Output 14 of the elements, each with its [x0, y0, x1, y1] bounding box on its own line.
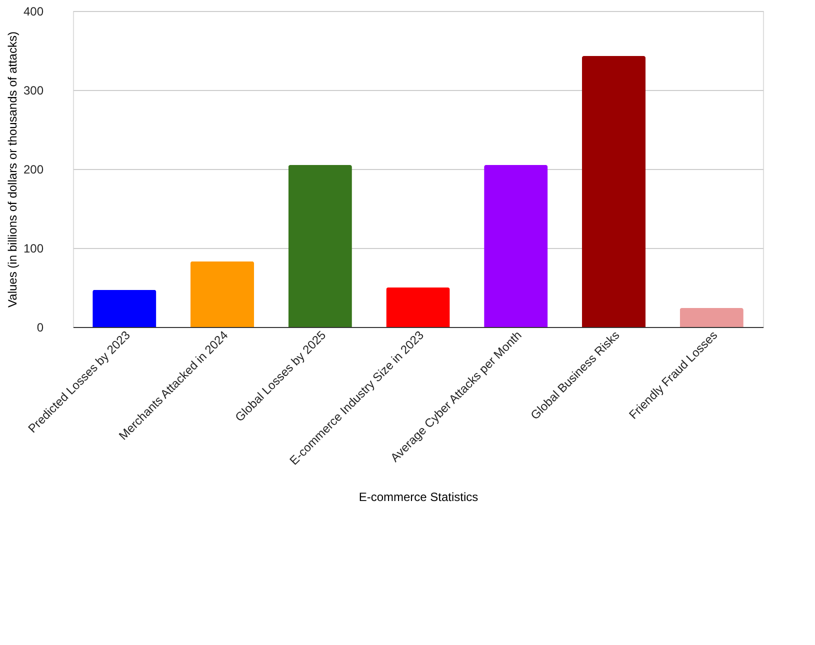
y-tick-label: 200 — [23, 162, 44, 176]
y-axis-title: Values (in billions of dollars or thousands of attacks) — [5, 32, 20, 308]
bar — [484, 165, 548, 327]
bar — [190, 261, 254, 327]
y-tick-label: 100 — [23, 242, 44, 256]
bar — [386, 288, 450, 327]
y-tick-label: 0 — [36, 320, 44, 334]
bar — [680, 308, 744, 327]
bar — [582, 56, 646, 327]
y-tick-label: 300 — [23, 84, 44, 98]
y-tick-label: 400 — [23, 4, 44, 18]
bar — [92, 290, 156, 327]
bar — [288, 165, 352, 327]
x-axis-title: E-commerce Statistics — [358, 490, 478, 504]
